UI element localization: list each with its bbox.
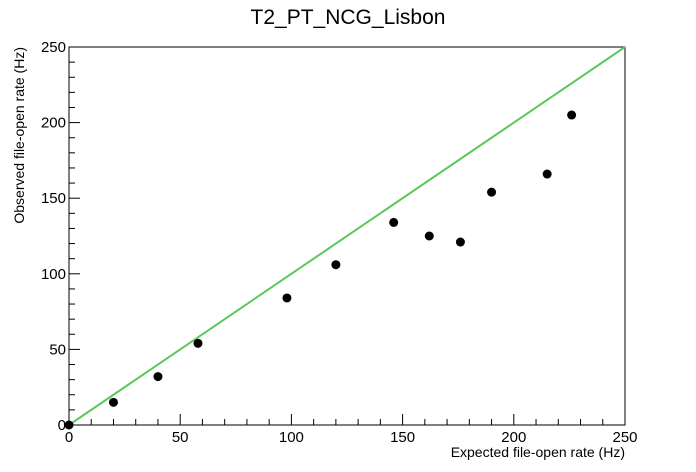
chart-title: T2_PT_NCG_Lisbon (251, 6, 446, 29)
data-point (542, 169, 552, 179)
reference-line (68, 46, 626, 426)
data-point (424, 231, 434, 241)
x-tick-label: 50 (172, 429, 189, 446)
x-tick-label: 200 (501, 429, 526, 446)
plot-frame (68, 46, 626, 426)
data-point (282, 293, 292, 303)
y-tick-label: 250 (41, 39, 66, 56)
data-point (487, 187, 497, 197)
x-tick-label: 0 (65, 429, 73, 446)
data-points (64, 110, 577, 430)
data-point (567, 110, 577, 120)
y-tick-label: 100 (41, 266, 66, 283)
data-point (193, 338, 203, 348)
y-tick-label: 200 (41, 115, 66, 132)
x-axis-ticks (68, 414, 626, 425)
x-axis-title: Expected file-open rate (Hz) (451, 444, 625, 460)
data-point (331, 260, 341, 270)
y-axis-tick-labels: 0 50 100 150 200 250 (41, 39, 66, 434)
data-point (455, 237, 465, 247)
data-point (389, 217, 399, 227)
data-point (108, 397, 118, 407)
x-tick-label: 100 (279, 429, 304, 446)
y-tick-label: 0 (58, 417, 66, 434)
x-axis-tick-labels: 0 50 100 150 200 250 (65, 429, 638, 446)
y-tick-label: 150 (41, 190, 66, 207)
y-axis-ticks (69, 46, 80, 426)
x-tick-label: 250 (612, 429, 637, 446)
data-point (153, 372, 163, 382)
y-tick-label: 50 (49, 341, 66, 358)
data-point (64, 420, 74, 430)
reference-line-group (68, 46, 626, 426)
y-axis-title: Observed file-open rate (Hz) (11, 47, 27, 224)
x-tick-label: 150 (390, 429, 415, 446)
